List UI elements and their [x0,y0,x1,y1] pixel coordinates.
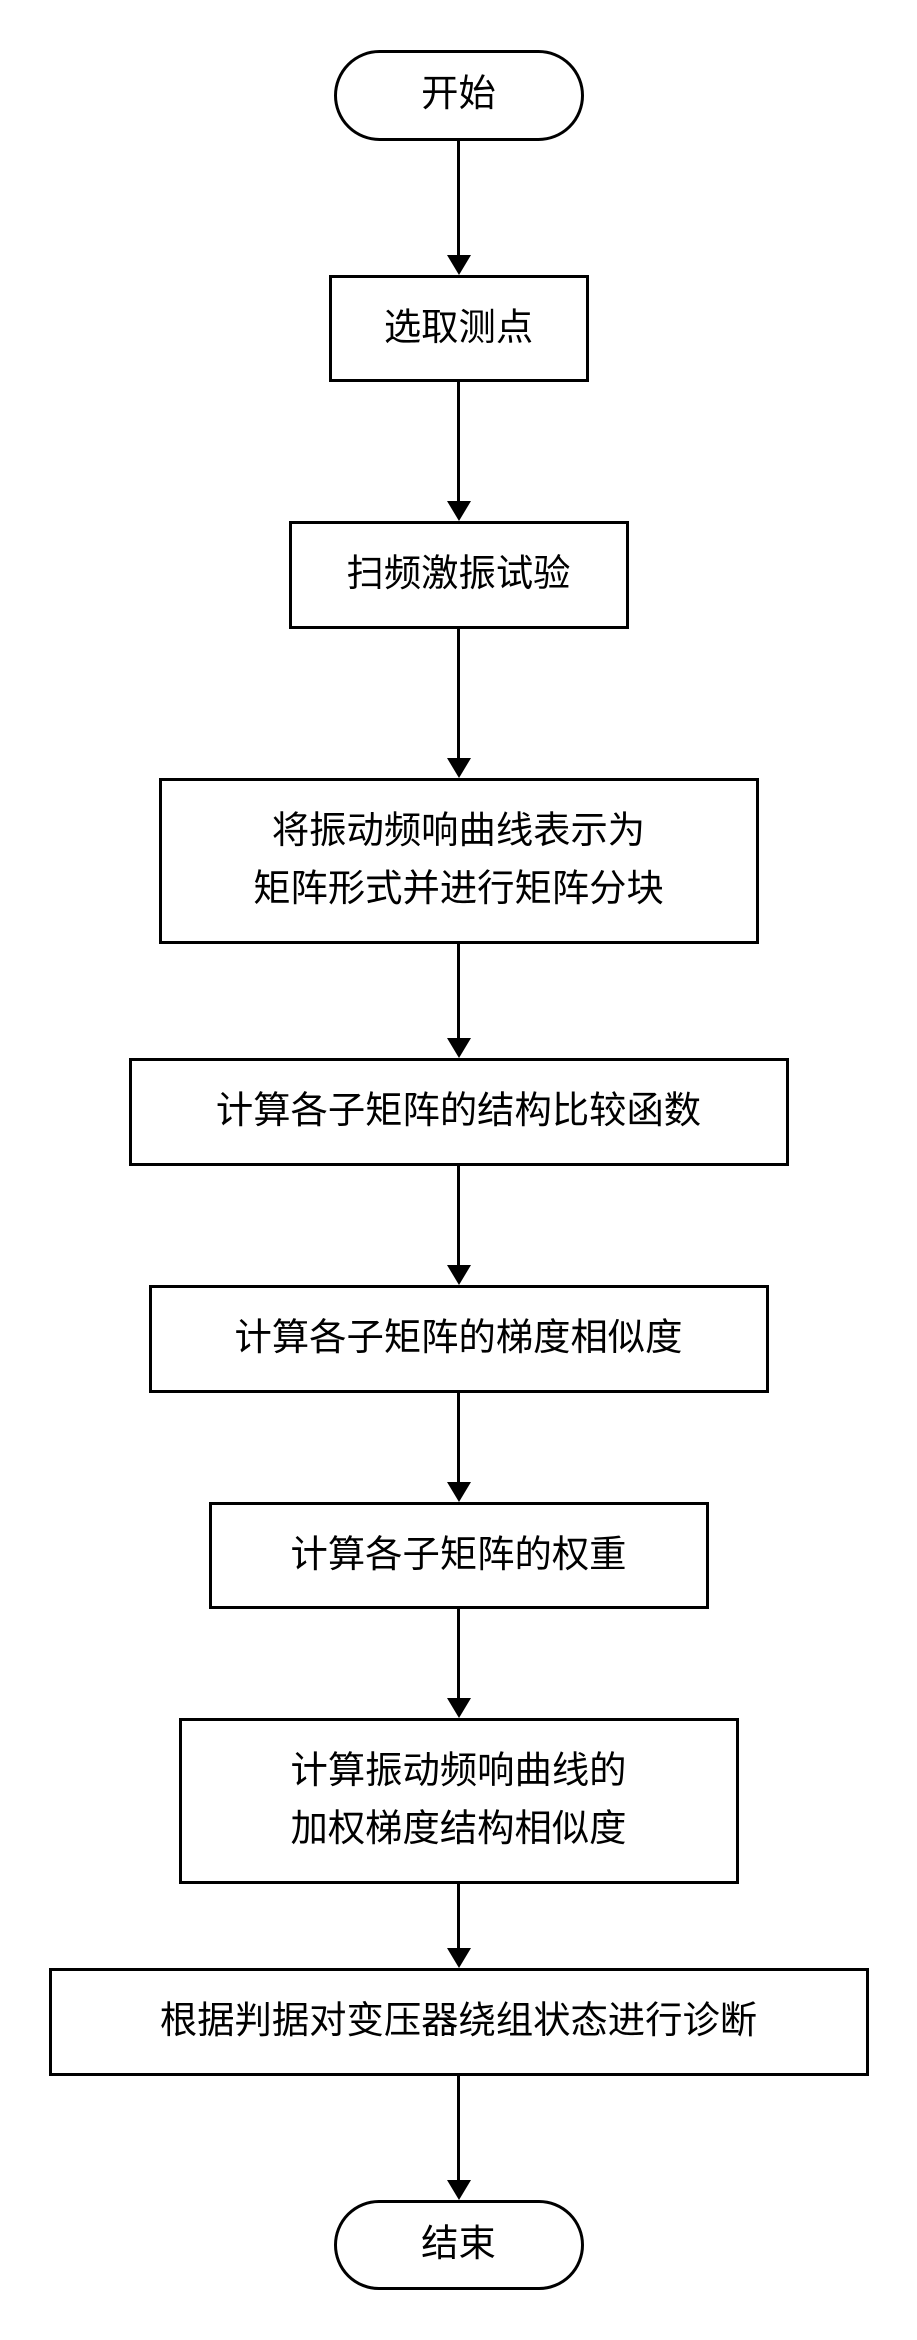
arrow-shaft [457,944,460,1039]
arrow-shaft [457,1166,460,1266]
arrow-shaft [457,1884,460,1949]
flowchart-arrow [447,1393,471,1502]
node-text: 选取测点 [366,300,552,358]
arrow-head-icon [447,501,471,521]
arrow-head-icon [447,1698,471,1718]
arrow-shaft [457,382,460,502]
node-text: 将振动频响曲线表示为 [196,803,722,861]
node-text: 计算各子矩阵的梯度相似度 [186,1310,732,1368]
node-text: 计算振动频响曲线的 [216,1743,702,1801]
arrow-shaft [457,1393,460,1483]
node-text: 计算各子矩阵的权重 [246,1527,672,1585]
node-text: 根据判据对变压器绕组状态进行诊断 [86,1993,832,2051]
flowchart-node-n7: 计算振动频响曲线的加权梯度结构相似度 [179,1718,739,1884]
arrow-shaft [457,141,460,256]
flowchart-node-n4: 计算各子矩阵的结构比较函数 [129,1058,789,1166]
arrow-head-icon [447,1265,471,1285]
node-text: 加权梯度结构相似度 [216,1801,702,1859]
flowchart-arrow [447,2076,471,2200]
flowchart-arrow [447,944,471,1058]
arrow-head-icon [447,255,471,275]
node-text: 结束 [397,2221,521,2270]
node-text: 计算各子矩阵的结构比较函数 [166,1083,752,1141]
flowchart-arrow [447,1166,471,1285]
flowchart-container: 开始选取测点扫频激振试验将振动频响曲线表示为矩阵形式并进行矩阵分块计算各子矩阵的… [49,50,869,2290]
flowchart-node-n0: 开始 [334,50,584,141]
flowchart-arrow [447,1884,471,1968]
arrow-head-icon [447,2180,471,2200]
arrow-head-icon [447,1038,471,1058]
arrow-head-icon [447,758,471,778]
flowchart-arrow [447,382,471,521]
flowchart-node-n9: 结束 [334,2200,584,2291]
flowchart-node-n8: 根据判据对变压器绕组状态进行诊断 [49,1968,869,2076]
flowchart-node-n5: 计算各子矩阵的梯度相似度 [149,1285,769,1393]
arrow-shaft [457,1609,460,1699]
node-text: 开始 [397,71,521,120]
arrow-shaft [457,629,460,759]
flowchart-arrow [447,141,471,275]
arrow-shaft [457,2076,460,2181]
flowchart-node-n1: 选取测点 [329,275,589,383]
flowchart-node-n2: 扫频激振试验 [289,521,629,629]
flowchart-arrow [447,629,471,778]
arrow-head-icon [447,1948,471,1968]
node-text: 扫频激振试验 [326,546,592,604]
flowchart-node-n6: 计算各子矩阵的权重 [209,1502,709,1610]
arrow-head-icon [447,1482,471,1502]
flowchart-arrow [447,1609,471,1718]
node-text: 矩阵形式并进行矩阵分块 [196,861,722,919]
flowchart-node-n3: 将振动频响曲线表示为矩阵形式并进行矩阵分块 [159,778,759,944]
